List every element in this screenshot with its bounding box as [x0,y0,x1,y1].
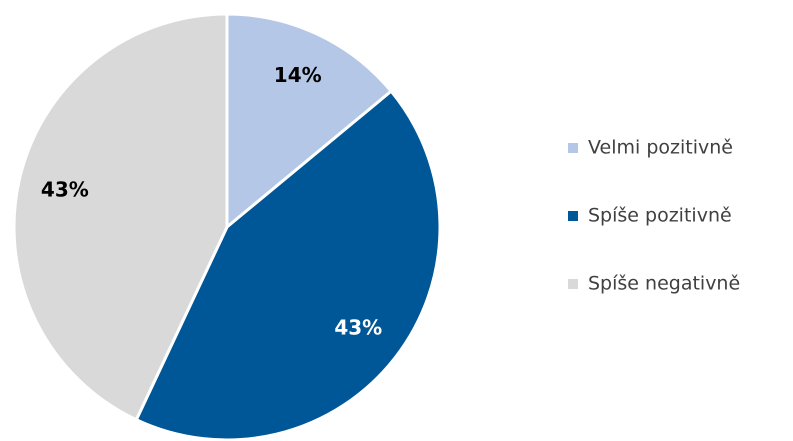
legend-swatch [568,143,578,153]
value-label: 43% [41,177,89,201]
pie-slice [134,89,442,441]
legend-label: Velmi pozitivně [588,137,733,159]
legend-swatch [568,211,578,221]
legend-swatch [568,279,578,289]
pie-slice [225,12,394,231]
pie-slice [12,12,229,422]
value-label: 14% [274,63,322,87]
legend-label: Spíše pozitivně [588,205,732,227]
value-label: 43% [334,315,382,339]
legend-label: Spíše negativně [588,273,740,295]
